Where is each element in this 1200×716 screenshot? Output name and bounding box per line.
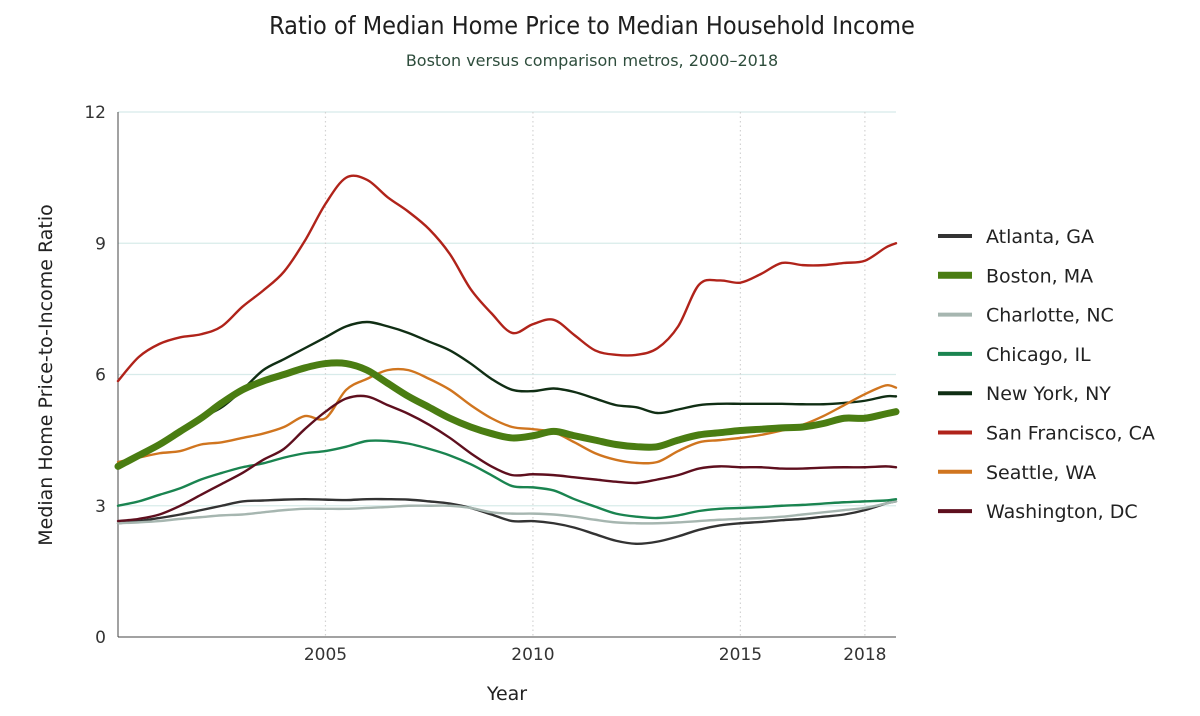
chart-title: Ratio of Median Home Price to Median Hou…	[269, 11, 915, 40]
legend: Atlanta, GA Boston, MA Charlotte, NC Chicag…	[938, 226, 1155, 523]
series-line-boston-ma	[114, 359, 900, 470]
legend-item: New York, NY	[938, 383, 1111, 405]
legend-item: Atlanta, GA	[938, 226, 1094, 248]
legend-item: San Francisco, CA	[938, 423, 1155, 445]
legend-item: Chicago, IL	[938, 344, 1091, 366]
series-line-chicago-il	[116, 439, 898, 520]
series-line-san-francisco-ca	[116, 174, 898, 383]
series-lines	[114, 174, 900, 546]
legend-label: San Francisco, CA	[986, 423, 1155, 445]
legend-label: Charlotte, NC	[986, 305, 1114, 327]
legend-label: Washington, DC	[986, 501, 1138, 523]
chart-subtitle: Boston versus comparison metros, 2000–20…	[406, 51, 778, 70]
series-line-washington-dc	[116, 394, 898, 523]
x-axis-label: Year	[486, 683, 527, 705]
x-tick-label: 2005	[304, 645, 347, 665]
series-line-seattle-wa	[116, 367, 898, 465]
legend-label: Atlanta, GA	[986, 226, 1094, 248]
y-axis-label: Median Home Price-to-Income Ratio	[35, 204, 57, 546]
legend-label: Boston, MA	[986, 265, 1093, 287]
grid	[118, 111, 896, 637]
legend-label: Seattle, WA	[986, 462, 1096, 484]
legend-item: Seattle, WA	[938, 462, 1096, 484]
series-line-atlanta-ga	[116, 497, 898, 546]
x-tick-label: 2010	[511, 645, 554, 665]
x-tick-labels: 2005 2010 2015 2018	[304, 645, 887, 665]
y-tick-label: 6	[95, 366, 106, 386]
legend-item: Charlotte, NC	[938, 305, 1114, 327]
y-tick-labels: 0 3 6 9 12	[84, 103, 106, 648]
legend-label: Chicago, IL	[986, 344, 1091, 366]
y-tick-label: 9	[95, 234, 106, 254]
legend-item: Washington, DC	[938, 501, 1138, 523]
y-tick-label: 12	[84, 103, 106, 123]
legend-label: New York, NY	[986, 383, 1111, 405]
y-tick-label: 0	[95, 628, 106, 648]
x-tick-label: 2018	[843, 645, 886, 665]
legend-item: Boston, MA	[938, 265, 1093, 287]
x-tick-label: 2015	[719, 645, 762, 665]
series-line-charlotte-nc	[116, 500, 898, 525]
y-tick-label: 3	[95, 497, 106, 517]
